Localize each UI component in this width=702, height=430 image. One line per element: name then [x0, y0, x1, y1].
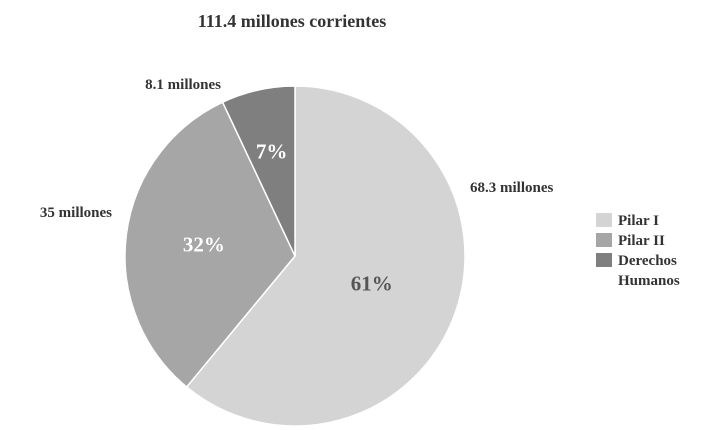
- legend-item-derechos-humanos: Derechos Humanos: [596, 253, 680, 289]
- legend-label-pilar-i: Pilar I: [618, 213, 659, 229]
- legend-label-derechos-humanos: Derechos: [618, 253, 677, 269]
- percent-label-pilar-ii: 32%: [183, 233, 225, 257]
- pie-slice-pilar-i: [185, 85, 466, 427]
- pie-slice-pilar-ii: [124, 101, 296, 389]
- amount-labels: 68.3 millones 35 millones 8.1 millones: [40, 77, 554, 221]
- percent-label-pilar-i: 61%: [351, 272, 393, 296]
- legend-swatch-pilar-i: [596, 213, 612, 227]
- legend: Pilar I Pilar II Derechos Humanos: [596, 213, 680, 289]
- pie-slices: [124, 85, 466, 427]
- legend-item-pilar-i: Pilar I: [596, 213, 659, 229]
- legend-swatch-derechos-humanos: [596, 253, 612, 267]
- legend-item-pilar-ii: Pilar II: [596, 233, 665, 249]
- amount-label-pilar-ii: 35 millones: [40, 205, 112, 221]
- percent-label-derechos-humanos: 7%: [256, 140, 288, 164]
- pie-slice-derechos-humanos: [221, 85, 296, 257]
- percent-labels: 61% 32% 7%: [183, 140, 393, 296]
- legend-label-pilar-ii: Pilar II: [618, 233, 665, 249]
- amount-label-pilar-i: 68.3 millones: [470, 180, 553, 196]
- chart-title: 111.4 millones corrientes: [198, 11, 386, 31]
- legend-label-derechos-humanos-line-2: Humanos: [618, 273, 680, 289]
- legend-swatch-pilar-ii: [596, 233, 612, 247]
- amount-label-derechos-humanos: 8.1 millones: [145, 77, 221, 93]
